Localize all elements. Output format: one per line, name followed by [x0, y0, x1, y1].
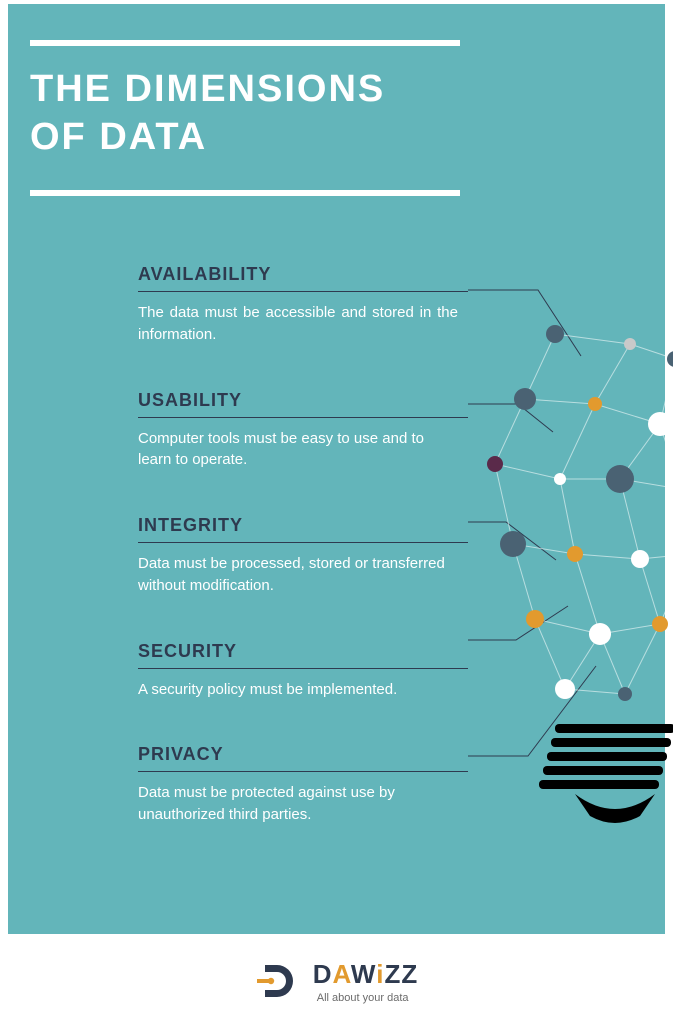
logo-mark-icon: [255, 959, 299, 1003]
dimension-divider: [138, 542, 468, 543]
footer: DAWiZZ All about your data: [0, 938, 673, 1024]
dimension-title: INTEGRITY: [138, 515, 478, 536]
dimension-title: USABILITY: [138, 390, 478, 411]
logo-letter: W: [351, 959, 376, 989]
dimension-body: Data must be protected against use by un…: [138, 782, 458, 826]
dimension-item: PRIVACY Data must be protected against us…: [138, 744, 478, 826]
logo-letter: Z: [401, 959, 418, 989]
dimension-body: A security policy must be implemented.: [138, 679, 458, 701]
logo-tagline: All about your data: [317, 992, 409, 1004]
lightbulb-network-icon: [465, 304, 673, 844]
title-rule-top: [30, 40, 460, 46]
dimension-item: AVAILABILITY The data must be accessible …: [138, 264, 478, 346]
dimension-item: INTEGRITY Data must be processed, stored …: [138, 515, 478, 597]
dimension-item: USABILITY Computer tools must be easy to …: [138, 390, 478, 472]
dimension-title: SECURITY: [138, 641, 478, 662]
logo-text: DAWiZZ All about your data: [313, 959, 418, 1004]
dimension-body: Data must be processed, stored or transf…: [138, 553, 458, 597]
dimension-divider: [138, 668, 468, 669]
title-rule-bottom: [30, 190, 460, 196]
dimension-divider: [138, 771, 468, 772]
dimension-divider: [138, 417, 468, 418]
logo-wordmark: DAWiZZ: [313, 959, 418, 990]
dimension-title: AVAILABILITY: [138, 264, 478, 285]
logo-letter: D: [313, 959, 333, 989]
logo-letter: A: [333, 959, 351, 989]
main-title: THE DIMENSIONS OF DATA: [30, 66, 450, 161]
logo-letter: Z: [384, 959, 401, 989]
dimension-body: Computer tools must be easy to use and t…: [138, 428, 458, 472]
dimension-body: The data must be accessible and stored i…: [138, 302, 458, 346]
dimension-list: AVAILABILITY The data must be accessible …: [138, 264, 478, 870]
infographic-panel: THE DIMENSIONS OF DATA AVAILABILITY The d…: [8, 4, 665, 934]
dimension-divider: [138, 291, 468, 292]
dimension-item: SECURITY A security policy must be implem…: [138, 641, 478, 701]
dimension-title: PRIVACY: [138, 744, 478, 765]
